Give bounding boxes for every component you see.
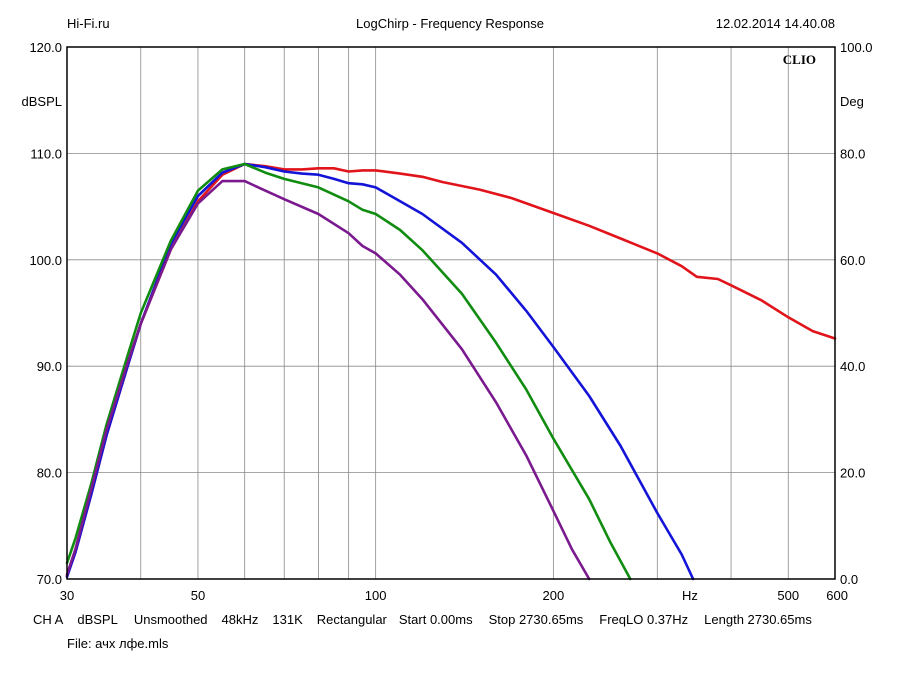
parameter-item: 131K — [272, 612, 303, 627]
header-left: Hi-Fi.ru — [67, 16, 110, 31]
y2-tick-label: 60.0 — [840, 253, 865, 268]
x-tick-label: 500 — [777, 588, 799, 603]
x-tick-label: 30 — [60, 588, 74, 603]
y-tick-label: 80.0 — [37, 466, 62, 481]
y2-tick-label: 0.0 — [840, 572, 858, 587]
y-tick-label: 100.0 — [29, 253, 62, 268]
y2-tick-label: 100.0 — [840, 40, 873, 55]
y-tick-label: 110.0 — [30, 146, 62, 161]
parameter-item: Rectangular — [316, 612, 387, 627]
series-line-4 — [65, 179, 591, 581]
series-line-3 — [65, 162, 632, 581]
y-axis-label: dBSPL — [22, 94, 62, 109]
y-tick-labels: 70.0 80.0 90.0 100.0 110.0 120.0 — [29, 40, 62, 587]
x-tick-labels: 30 50 100 200 500 600 — [60, 588, 848, 603]
parameter-item: 48kHz — [221, 612, 259, 627]
header-title: LogChirp - Frequency Response — [356, 16, 544, 31]
parameter-item: Unsmoothed — [133, 612, 208, 627]
y-tick-label: 70.0 — [37, 572, 62, 587]
x-axis-unit: Hz — [682, 588, 698, 603]
series-group — [65, 162, 837, 581]
parameter-item: dBSPL — [77, 612, 118, 627]
y2-tick-label: 20.0 — [840, 466, 865, 481]
x-tick-label: 50 — [191, 588, 205, 603]
plot-frame — [66, 46, 836, 580]
grid-lines — [67, 47, 835, 579]
clio-logo: CLIO — [783, 52, 816, 67]
y2-tick-label: 80.0 — [840, 146, 865, 161]
parameter-item: Start 0.00ms — [398, 612, 473, 627]
measurement-parameters: CH A dBSPL Unsmoothed 48kHz 131K Rectangular S… — [33, 612, 812, 627]
y-tick-label: 120.0 — [29, 40, 62, 55]
header-right: 12.02.2014 14.40.08 — [716, 16, 835, 31]
y2-tick-labels: 0.0 20.0 40.0 60.0 80.0 100.0 — [840, 40, 873, 587]
parameter-item: Length 2730.65ms — [704, 612, 812, 627]
parameter-item: FreqLO 0.37Hz — [599, 612, 689, 627]
parameter-item: Stop 2730.65ms — [488, 612, 584, 627]
x-tick-label: 600 — [826, 588, 848, 603]
file-name: File: ачх лфе.mls — [67, 636, 169, 651]
x-tick-label: 200 — [543, 588, 565, 603]
y2-axis-label: Deg — [840, 94, 864, 109]
y2-tick-label: 40.0 — [840, 359, 865, 374]
x-tick-label: 100 — [365, 588, 387, 603]
y-tick-label: 90.0 — [37, 359, 62, 374]
parameter-item: CH A — [33, 612, 64, 627]
